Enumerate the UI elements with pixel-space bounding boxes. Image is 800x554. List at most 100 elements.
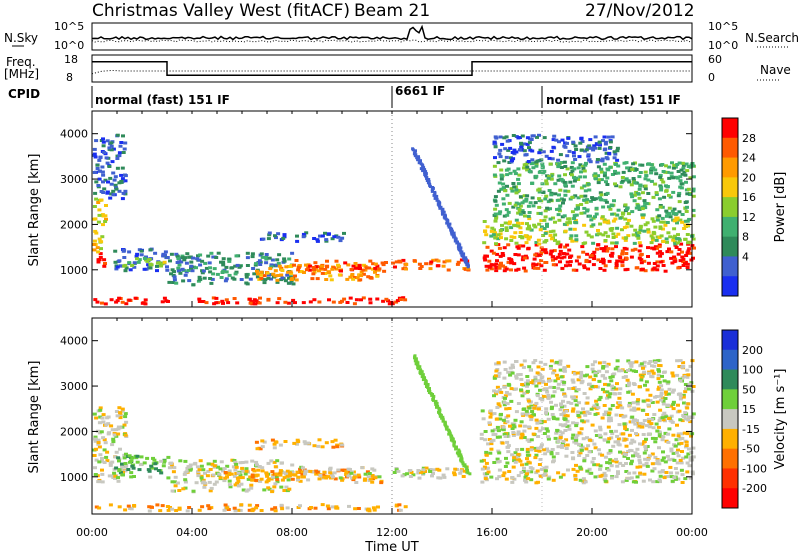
scatter-cell — [597, 452, 602, 456]
scatter-cell — [487, 438, 492, 441]
scatter-cell — [535, 421, 540, 425]
scatter-cell — [551, 216, 555, 220]
scatter-cell — [92, 239, 97, 243]
scatter-cell — [629, 192, 634, 196]
scatter-cell — [608, 450, 613, 454]
scatter-cell — [691, 237, 696, 241]
scatter-cell — [539, 443, 544, 447]
scatter-cell — [142, 256, 147, 260]
scatter-cell — [672, 227, 677, 231]
scatter-cell — [238, 473, 243, 477]
scatter-cell — [493, 156, 497, 160]
scatter-cell — [183, 478, 188, 482]
scatter-cell — [529, 404, 534, 408]
scatter-cell — [496, 189, 501, 193]
scatter-cell — [182, 258, 187, 262]
scatter-cell — [676, 403, 680, 407]
scatter-cell — [582, 410, 587, 414]
scatter-cell — [596, 181, 601, 185]
scatter-cell — [93, 191, 98, 195]
scatter-cell — [647, 420, 652, 424]
scatter-cell — [496, 402, 501, 406]
scatter-cell — [345, 277, 350, 281]
scatter-cell — [555, 377, 560, 381]
scatter-cell — [588, 438, 593, 442]
scatter-cell — [223, 503, 228, 507]
scatter-cell — [631, 233, 636, 237]
y-tick-label: 3000 — [60, 380, 88, 393]
scatter-cell — [669, 414, 674, 418]
scatter-cell — [636, 236, 641, 240]
scatter-cell — [672, 163, 677, 167]
scatter-cell — [459, 469, 464, 473]
scatter-cell — [506, 414, 511, 418]
scatter-cell — [375, 264, 380, 268]
scatter-cell — [602, 438, 607, 442]
scatter-cell — [285, 474, 290, 478]
scatter-cell — [354, 298, 359, 302]
scatter-cell — [644, 202, 649, 205]
scatter-cell — [603, 264, 608, 268]
scatter-cell — [145, 259, 150, 263]
scatter-cell — [598, 428, 603, 432]
scatter-cell — [498, 229, 503, 233]
scatter-cell — [674, 218, 679, 222]
scatter-cell — [396, 469, 401, 473]
scatter-cell — [620, 252, 625, 256]
scatter-cell — [199, 464, 204, 468]
streak-cell — [431, 398, 435, 402]
scatter-cell — [669, 471, 673, 475]
scatter-cell — [97, 213, 102, 217]
scatter-cell — [542, 472, 547, 476]
scatter-cell — [593, 475, 598, 479]
scatter-cell — [219, 276, 224, 279]
scatter-cell — [680, 161, 685, 165]
nsky-label: N.Sky — [4, 31, 38, 45]
scatter-cell — [222, 467, 227, 471]
scatter-cell — [576, 414, 581, 417]
scatter-cell — [632, 241, 637, 245]
scatter-cell — [224, 270, 229, 274]
scatter-cell — [149, 505, 154, 509]
scatter-cell — [539, 467, 544, 471]
scatter-cell — [538, 228, 543, 232]
scatter-cell — [160, 300, 165, 304]
scatter-cell — [578, 478, 583, 482]
scatter-cell — [625, 267, 630, 271]
scatter-cell — [516, 474, 521, 478]
scatter-cell — [97, 421, 102, 425]
scatter-cell — [263, 278, 268, 282]
scatter-cell — [482, 465, 487, 469]
scatter-cell — [391, 261, 395, 265]
scatter-cell — [582, 457, 587, 461]
scatter-cell — [503, 265, 508, 269]
scatter-cell — [489, 475, 494, 479]
scatter-cell — [663, 269, 668, 273]
scatter-cell — [138, 463, 143, 467]
scatter-cell — [636, 192, 640, 196]
scatter-cell — [185, 509, 190, 513]
y-tick-label: 2000 — [60, 218, 88, 231]
scatter-cell — [93, 466, 97, 470]
scatter-cell — [624, 161, 629, 165]
scatter-cell — [597, 146, 602, 150]
scatter-cell — [604, 156, 609, 160]
scatter-cell — [630, 210, 635, 214]
scatter-cell — [417, 476, 422, 480]
scatter-cell — [221, 469, 225, 473]
scatter-cell — [224, 277, 229, 281]
scatter-cell — [666, 392, 671, 396]
scatter-cell — [649, 241, 654, 245]
scatter-cell — [335, 445, 340, 449]
scatter-cell — [484, 450, 489, 454]
scatter-cell — [562, 417, 567, 421]
scatter-cell — [508, 146, 513, 150]
scatter-cell — [100, 468, 104, 472]
scatter-cell — [373, 262, 378, 266]
scatter-cell — [663, 164, 668, 168]
scatter-cell — [419, 265, 424, 268]
scatter-cell — [566, 468, 570, 472]
scatter-cell — [579, 373, 584, 377]
scatter-cell — [115, 414, 120, 418]
